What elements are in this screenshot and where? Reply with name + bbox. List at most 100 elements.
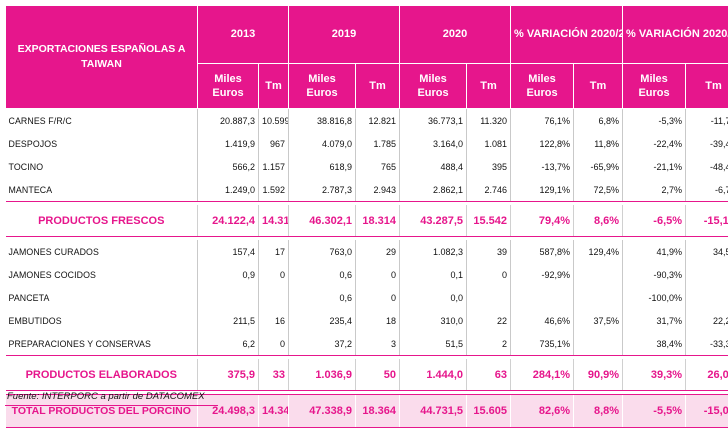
table-cell: 47.338,9: [289, 395, 356, 428]
table-cell: -100,0%: [623, 286, 686, 309]
table-cell: 10.599: [259, 109, 289, 133]
unit-header: Tm: [467, 64, 511, 109]
table-cell: 0,6: [289, 286, 356, 309]
table-cell: 1.082,3: [400, 240, 467, 263]
table-cell: 1.036,9: [289, 359, 356, 391]
row-label: TOCINO: [6, 155, 198, 178]
unit-header: Tm: [259, 64, 289, 109]
table-cell: 46.302,1: [289, 205, 356, 237]
table-cell: [259, 286, 289, 309]
table-cell: 46,6%: [511, 309, 574, 332]
exports-table: EXPORTACIONES ESPAÑOLAS A TAIWAN 2013 20…: [5, 5, 728, 428]
table-title: EXPORTACIONES ESPAÑOLAS A TAIWAN: [6, 6, 198, 109]
table-cell: 2.787,3: [289, 178, 356, 202]
table-cell: 375,9: [198, 359, 259, 391]
table-cell: 24.122,4: [198, 205, 259, 237]
table-cell: 31,7%: [623, 309, 686, 332]
row-label: EMBUTIDOS: [6, 309, 198, 332]
table-cell: 22: [467, 309, 511, 332]
table-cell: 587,8%: [511, 240, 574, 263]
table-cell: 50: [356, 359, 400, 391]
table-cell: -48,4%: [686, 155, 728, 178]
row-label: JAMONES COCIDOS: [6, 263, 198, 286]
report-figure: EXPORTACIONES ESPAÑOLAS A TAIWAN 2013 20…: [0, 0, 728, 416]
table-cell: 15.605: [467, 395, 511, 428]
table-cell: 0: [356, 263, 400, 286]
table-cell: 82,6%: [511, 395, 574, 428]
table-cell: 39,3%: [623, 359, 686, 391]
table-cell: [574, 286, 623, 309]
table-cell: 0,1: [400, 263, 467, 286]
table-cell: 43.287,5: [400, 205, 467, 237]
unit-header: Miles Euros: [511, 64, 574, 109]
table-cell: [686, 263, 728, 286]
year-2013-header: 2013: [198, 6, 289, 64]
table-cell: 18: [356, 309, 400, 332]
table-cell: 44.731,5: [400, 395, 467, 428]
table-cell: 39: [467, 240, 511, 263]
table-cell: 26,0%: [686, 359, 728, 391]
table-cell: -15,1%: [686, 205, 728, 237]
table-cell: 90,9%: [574, 359, 623, 391]
table-cell: -39,4%: [686, 132, 728, 155]
table-cell: 735,1%: [511, 332, 574, 356]
table-cell: [511, 286, 574, 309]
table-cell: 8,8%: [574, 395, 623, 428]
table-cell: -6,7%: [686, 178, 728, 202]
table-cell: 1.419,9: [198, 132, 259, 155]
unit-header: Tm: [686, 64, 728, 109]
table-cell: 157,4: [198, 240, 259, 263]
table-cell: 15.542: [467, 205, 511, 237]
table-cell: 1.785: [356, 132, 400, 155]
table-body: EXPORTACIONES ESPAÑOLAS A TAIWAN 2013 20…: [6, 6, 728, 428]
row-label: PRODUCTOS FRESCOS: [6, 205, 198, 237]
table-cell: 2.943: [356, 178, 400, 202]
table-cell: -21,1%: [623, 155, 686, 178]
table-cell: 310,0: [400, 309, 467, 332]
row-label: JAMONES CURADOS: [6, 240, 198, 263]
table-cell: 1.081: [467, 132, 511, 155]
source-underline: [5, 405, 218, 406]
table-cell: -11,7%: [686, 109, 728, 133]
table-cell: 0,6: [289, 263, 356, 286]
table-cell: 14.348: [259, 395, 289, 428]
table-cell: [574, 263, 623, 286]
table-cell: 2.746: [467, 178, 511, 202]
table-cell: 11.320: [467, 109, 511, 133]
table-cell: [198, 286, 259, 309]
table-cell: 0,9: [198, 263, 259, 286]
table-cell: 967: [259, 132, 289, 155]
table-cell: 12.821: [356, 109, 400, 133]
unit-header: Miles Euros: [623, 64, 686, 109]
table-cell: 79,4%: [511, 205, 574, 237]
table-cell: 17: [259, 240, 289, 263]
table-cell: 37,5%: [574, 309, 623, 332]
table-cell: 488,4: [400, 155, 467, 178]
table-cell: [574, 332, 623, 356]
source-note: Fuente: INTERPORC a partir de DATACOMEX: [7, 391, 205, 402]
year-2019-header: 2019: [289, 6, 400, 64]
table-cell: 566,2: [198, 155, 259, 178]
table-cell: 18.364: [356, 395, 400, 428]
table-cell: 8,6%: [574, 205, 623, 237]
unit-header: Miles Euros: [289, 64, 356, 109]
table-cell: 1.249,0: [198, 178, 259, 202]
table-cell: 2: [467, 332, 511, 356]
table-cell: 22,2%: [686, 309, 728, 332]
table-cell: -22,4%: [623, 132, 686, 155]
table-cell: 6,2: [198, 332, 259, 356]
table-cell: -5,5%: [623, 395, 686, 428]
table-cell: 24.498,3: [198, 395, 259, 428]
table-cell: 3.164,0: [400, 132, 467, 155]
table-cell: 38.816,8: [289, 109, 356, 133]
unit-header: Miles Euros: [198, 64, 259, 109]
table-cell: 14.315: [259, 205, 289, 237]
